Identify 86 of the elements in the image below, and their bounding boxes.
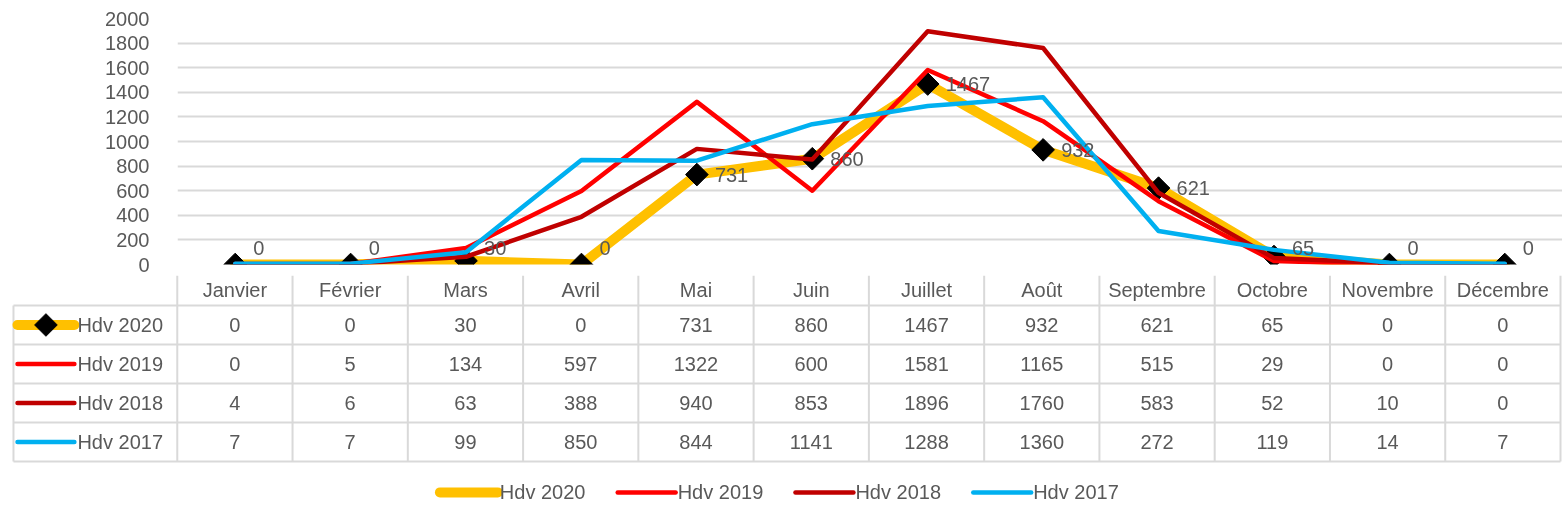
data-label: 731 bbox=[679, 313, 713, 336]
data-label: 14 bbox=[1376, 430, 1399, 453]
data-label: 1467 bbox=[904, 313, 949, 336]
data-label: 1896 bbox=[904, 391, 949, 414]
data-label: 7 bbox=[1497, 430, 1509, 453]
x-tick-label: Juillet bbox=[900, 279, 953, 302]
data-label: 119 bbox=[1256, 430, 1289, 453]
data-label: 0 bbox=[575, 313, 587, 336]
y-tick-label: 2000 bbox=[105, 7, 150, 30]
x-tick-label: Janvier bbox=[202, 279, 268, 302]
data-label: 63 bbox=[454, 391, 477, 414]
data-label: 1581 bbox=[904, 352, 949, 375]
annotation: 731 bbox=[714, 163, 749, 186]
legend-label: Hdv 2020 bbox=[77, 313, 164, 336]
data-label: 515 bbox=[1140, 352, 1174, 375]
data-label: 0 bbox=[1497, 352, 1509, 375]
y-tick-label: 0 bbox=[138, 253, 150, 276]
data-label: 0 bbox=[1497, 313, 1509, 336]
data-label: 65 bbox=[1261, 313, 1284, 336]
y-tick-label: 1400 bbox=[105, 81, 150, 104]
x-tick-label: Juin bbox=[792, 279, 830, 302]
data-label: 940 bbox=[679, 391, 713, 414]
y-tick-label: 800 bbox=[116, 155, 150, 178]
annotation: 0 bbox=[1407, 236, 1419, 259]
data-label: 4 bbox=[229, 391, 241, 414]
y-tick-label: 1600 bbox=[105, 56, 150, 79]
data-label: 597 bbox=[564, 352, 598, 375]
data-label: 1322 bbox=[673, 352, 719, 375]
x-tick-label: Août bbox=[1021, 279, 1063, 302]
data-label: 52 bbox=[1261, 391, 1284, 414]
data-label: 0 bbox=[344, 313, 356, 336]
legend-label: Hdv 2018 bbox=[77, 391, 164, 414]
text: Hdv 2017 bbox=[1033, 481, 1119, 504]
data-label: 1165 bbox=[1020, 352, 1064, 375]
data-label: 850 bbox=[564, 430, 598, 453]
x-tick-label: Novembre bbox=[1341, 279, 1434, 302]
annotation: 0 bbox=[1522, 236, 1534, 259]
annotation: 621 bbox=[1176, 177, 1210, 200]
x-tick-label: Mars bbox=[443, 279, 488, 302]
text: Hdv 2018 bbox=[855, 481, 942, 504]
data-label: 5 bbox=[344, 352, 356, 375]
y-tick-label: 400 bbox=[116, 204, 150, 227]
data-label: 0 bbox=[229, 313, 241, 336]
data-label: 6 bbox=[344, 391, 356, 414]
x-tick-label: Septembre bbox=[1108, 279, 1206, 302]
data-label: 29 bbox=[1261, 352, 1284, 375]
data-label: 7 bbox=[229, 430, 241, 453]
data-label: 1288 bbox=[904, 430, 949, 453]
annotation: 0 bbox=[368, 236, 380, 259]
text: Hdv 2019 bbox=[677, 481, 764, 504]
data-label: 134 bbox=[448, 352, 483, 375]
y-tick-label: 1200 bbox=[105, 105, 150, 128]
data-label: 99 bbox=[454, 430, 477, 453]
data-label: 844 bbox=[679, 430, 713, 453]
x-tick-label: Octobre bbox=[1236, 279, 1308, 302]
text: Hdv 2020 bbox=[499, 481, 586, 504]
data-label: 1360 bbox=[1019, 430, 1065, 453]
y-tick-label: 200 bbox=[116, 228, 150, 251]
data-label: 7 bbox=[344, 430, 356, 453]
annotation: 0 bbox=[253, 236, 265, 259]
y-tick-label: 1000 bbox=[105, 130, 150, 153]
data-label: 0 bbox=[1382, 313, 1394, 336]
data-label: 10 bbox=[1376, 391, 1399, 414]
data-label: 853 bbox=[794, 391, 828, 414]
x-tick-label: Avril bbox=[561, 279, 600, 302]
data-label: 932 bbox=[1025, 313, 1059, 336]
data-label: 0 bbox=[1382, 352, 1394, 375]
data-label: 860 bbox=[794, 313, 828, 336]
x-tick-label: Décembre bbox=[1456, 279, 1550, 302]
y-tick-label: 1800 bbox=[105, 32, 150, 55]
data-label: 272 bbox=[1140, 430, 1174, 453]
data-label: 388 bbox=[564, 391, 598, 414]
data-label: 1141 bbox=[789, 430, 833, 453]
data-label: 600 bbox=[794, 352, 828, 375]
data-label: 621 bbox=[1140, 313, 1174, 336]
data-label: 583 bbox=[1140, 391, 1174, 414]
data-label: 1760 bbox=[1019, 391, 1065, 414]
x-tick-label: Février bbox=[319, 279, 382, 302]
data-label: 0 bbox=[229, 352, 241, 375]
legend-label: Hdv 2019 bbox=[77, 352, 164, 375]
data-label: 30 bbox=[454, 313, 477, 336]
annotation: 0 bbox=[599, 236, 611, 259]
x-tick-label: Mai bbox=[679, 279, 713, 302]
y-tick-label: 600 bbox=[116, 179, 150, 202]
legend-label: Hdv 2017 bbox=[77, 430, 164, 453]
data-label: 0 bbox=[1497, 391, 1509, 414]
